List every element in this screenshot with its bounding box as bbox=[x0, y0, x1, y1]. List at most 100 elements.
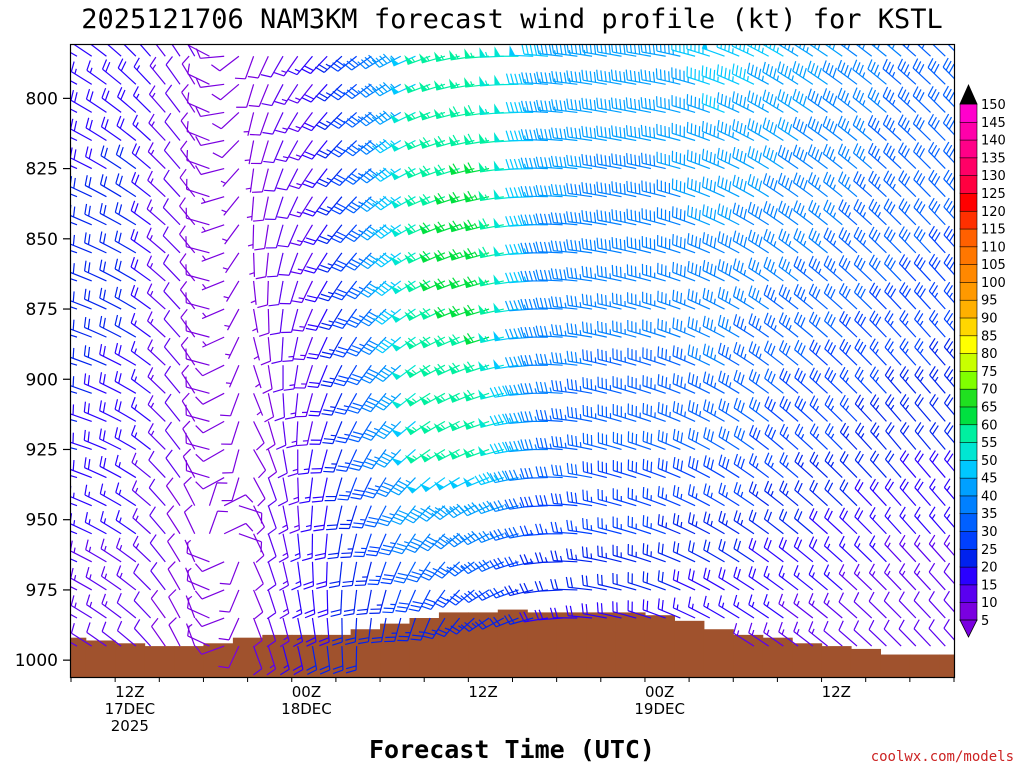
wind-barb bbox=[330, 589, 343, 618]
wind-barb bbox=[116, 115, 137, 141]
wind-barb bbox=[147, 395, 166, 422]
wind-barb bbox=[162, 198, 181, 226]
wind-barb bbox=[612, 544, 637, 563]
wind-barb bbox=[733, 538, 755, 563]
wind-barb bbox=[581, 321, 607, 338]
wind-barb bbox=[73, 45, 93, 57]
wind-barb bbox=[130, 312, 151, 338]
wind-barb bbox=[702, 260, 725, 282]
wind-barb bbox=[115, 537, 137, 563]
wind-barb bbox=[99, 202, 122, 226]
wind-barb bbox=[581, 603, 607, 619]
wind-barb bbox=[581, 210, 607, 226]
wind-barb bbox=[282, 336, 299, 363]
wind-barb bbox=[185, 264, 210, 282]
wind-barb bbox=[672, 345, 696, 366]
wind-barb bbox=[331, 252, 358, 272]
wind-barb bbox=[838, 283, 858, 310]
wind-barb bbox=[85, 117, 107, 142]
wind-barb bbox=[195, 392, 225, 405]
wind-barb bbox=[404, 308, 431, 321]
wind-barb bbox=[611, 181, 637, 198]
wind-barb bbox=[84, 512, 107, 535]
wind-barb bbox=[868, 198, 887, 226]
wind-barb bbox=[809, 479, 828, 507]
wind-barb bbox=[882, 58, 902, 85]
wind-barb bbox=[463, 448, 490, 459]
x-tick-label: 12Z bbox=[468, 683, 497, 701]
wind-barb bbox=[927, 58, 946, 85]
wind-barb bbox=[687, 512, 711, 535]
wind-barb bbox=[672, 428, 696, 451]
wind-barb bbox=[808, 283, 828, 310]
wind-barb bbox=[336, 449, 358, 472]
wind-barb bbox=[928, 506, 946, 535]
wind-barb bbox=[868, 563, 887, 591]
wind-barb bbox=[116, 620, 137, 647]
wind-barb bbox=[448, 220, 475, 233]
wind-barb bbox=[225, 336, 240, 360]
wind-barb bbox=[341, 561, 358, 588]
wind-barb bbox=[130, 228, 151, 254]
wind-barb bbox=[132, 507, 151, 535]
wind-barb bbox=[71, 204, 92, 226]
wind-barb bbox=[132, 86, 152, 113]
wind-barb bbox=[343, 55, 372, 71]
wind-barb bbox=[824, 479, 843, 507]
wind-barb bbox=[883, 563, 902, 591]
wind-barb bbox=[779, 480, 799, 507]
wind-barb bbox=[839, 394, 858, 422]
wind-barb bbox=[626, 153, 652, 170]
wind-barb bbox=[748, 396, 770, 422]
wind-barb bbox=[117, 58, 137, 85]
wind-barb bbox=[883, 170, 902, 198]
wind-barb bbox=[625, 125, 652, 142]
wind-barb bbox=[824, 367, 843, 394]
wind-barb bbox=[824, 451, 843, 478]
wind-barb bbox=[672, 373, 696, 394]
wind-barb bbox=[114, 286, 137, 310]
colorbar-swatch bbox=[959, 388, 978, 408]
wind-barb bbox=[793, 256, 814, 282]
wind-barb bbox=[655, 45, 681, 57]
wind-barb bbox=[869, 535, 887, 563]
wind-barb bbox=[642, 543, 666, 563]
wind-barb bbox=[345, 646, 358, 674]
wind-barb bbox=[71, 390, 78, 394]
wind-barb bbox=[942, 113, 954, 136]
wind-barb bbox=[245, 168, 255, 193]
wind-barb bbox=[535, 128, 563, 142]
wind-barb bbox=[762, 61, 784, 85]
wind-barb bbox=[853, 171, 873, 198]
wind-barb bbox=[504, 526, 534, 539]
wind-barb bbox=[201, 308, 225, 320]
wind-barb bbox=[291, 561, 302, 591]
wind-barb bbox=[296, 421, 314, 447]
wind-barb bbox=[777, 61, 799, 85]
wind-barb bbox=[808, 536, 828, 563]
wind-barb bbox=[180, 140, 196, 169]
wind-barb bbox=[943, 253, 954, 276]
wind-barb bbox=[116, 565, 137, 591]
wind-barb bbox=[640, 69, 666, 85]
wind-barb bbox=[71, 641, 78, 647]
wind-barb bbox=[275, 140, 299, 163]
wind-barb bbox=[186, 570, 210, 591]
wind-barb bbox=[185, 404, 210, 422]
wind-barb bbox=[71, 263, 92, 282]
wind-barb bbox=[319, 308, 343, 331]
wind-barb bbox=[897, 86, 917, 113]
wind-barb bbox=[319, 646, 331, 675]
wind-barb bbox=[581, 546, 607, 563]
wind-barb bbox=[732, 286, 755, 310]
wind-barb bbox=[99, 174, 122, 198]
wind-barb bbox=[390, 392, 416, 409]
wind-barb bbox=[671, 67, 696, 85]
wind-barb bbox=[71, 614, 78, 619]
wind-barb bbox=[656, 207, 681, 226]
wind-barb bbox=[340, 533, 358, 559]
wind-barb bbox=[278, 252, 299, 276]
wind-barb bbox=[489, 385, 519, 398]
wind-barb bbox=[838, 171, 858, 198]
